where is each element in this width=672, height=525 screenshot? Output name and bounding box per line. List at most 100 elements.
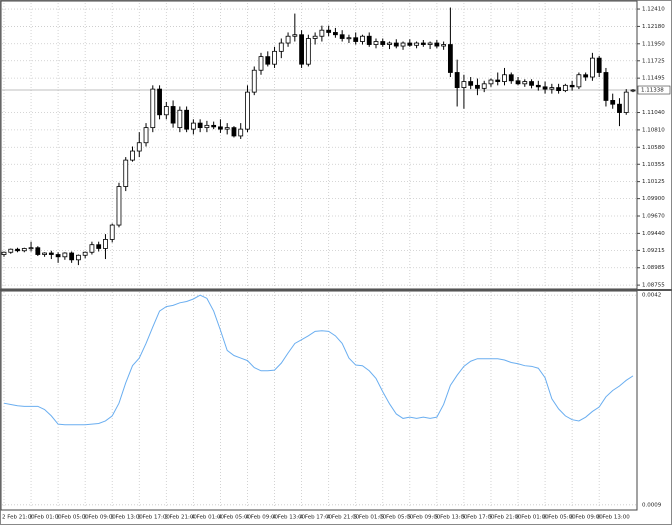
x-tick-label: 5 Feb 17:00 [462,515,495,521]
candle-body [272,50,277,65]
candle-body [163,106,169,116]
x-tick-label: 5 Feb 05:00 [381,515,414,521]
x-tick-label: 3 Feb 13:00 [110,515,143,521]
x-tick-label: 3 Feb 21:00 [164,515,197,521]
candle-body [407,42,413,46]
candle-body [333,32,338,36]
candle-body [285,35,291,44]
candle-body [380,41,386,45]
x-tick-label: 4 Feb 09:00 [245,515,278,521]
candle-body [312,35,318,39]
candle-body [75,254,81,261]
x-tick-label: 4 Feb 05:00 [218,515,251,521]
x-tick-label: 5 Feb 21:00 [489,515,522,521]
candle-body [211,124,217,128]
candle-body [366,35,372,45]
x-tick-label: 3 Feb 01:00 [29,515,62,521]
candle-body [136,142,142,152]
candle-body [326,29,332,33]
candle-body [549,87,555,90]
candle-body [495,79,501,82]
candle-body [353,37,359,42]
candle-body [190,122,196,130]
x-tick-label: 3 Feb 05:00 [56,515,89,521]
candle-body [590,57,595,78]
y-tick-label: 1.10355 [642,162,665,168]
candle-body [170,106,176,124]
candle-body [481,83,487,89]
candle-body [265,56,271,65]
candle-body [617,103,622,113]
candle-body [42,252,47,255]
y-tick-label: 0.0009 [642,502,662,508]
y-tick-label: 1.10125 [642,179,665,185]
candle-body [529,81,534,86]
candle-body [292,34,298,37]
y-tick-label: 1.10580 [642,145,665,151]
candle-body [48,252,54,255]
candle-body [562,84,568,92]
candle-body [508,74,514,82]
x-tick-label: 5 Feb 09:00 [408,515,441,521]
candle-body [96,244,102,249]
candle-body [109,224,115,240]
x-tick-label: 4 Feb 13:00 [273,515,306,521]
candle-body [596,57,602,73]
candle-body [184,109,190,130]
candle-body [204,124,210,129]
y-tick-label: 1.08985 [642,265,665,271]
candle-body [224,127,230,130]
x-tick-label: 3 Feb 09:00 [83,515,116,521]
candle-body [89,244,95,253]
y-tick-label: 1.09900 [642,196,665,202]
y-tick-label: 1.11495 [642,76,665,82]
candle-body [535,84,541,88]
candle-body [319,29,325,37]
x-tick-label: 8 Feb 09:00 [570,515,603,521]
x-tick-label: 4 Feb 01:00 [191,515,224,521]
candle-body [278,42,284,52]
candle-body [461,81,467,88]
candle-body [69,252,75,261]
x-tick-label: 3 Feb 17:00 [137,515,170,521]
candle-body [441,44,447,47]
y-tick-label: 0.0042 [642,293,661,299]
candle-body [143,127,149,144]
candle-body [475,84,480,89]
y-tick-label: 1.10810 [642,127,665,133]
candle-body [434,42,440,47]
y-tick-label: 1.09440 [642,231,665,237]
candle-body [468,81,474,86]
y-tick-label: 1.08755 [642,283,665,289]
y-tick-label: 1.11725 [642,58,665,64]
candle-body [603,72,609,101]
candle-body [231,127,237,137]
candle-body [488,79,494,85]
x-tick-label: 4 Feb 17:00 [300,515,333,521]
candle-body [299,34,304,65]
candle-body [123,159,129,187]
candle-body [400,42,406,47]
candle-body [360,35,365,42]
candle-body [21,248,27,252]
candle-body [515,80,521,85]
candle-body [373,41,379,45]
y-tick-label: 1.12180 [642,24,665,30]
candle-body [130,150,135,161]
candle-body [245,91,250,130]
y-tick-label: 1.09215 [642,248,665,254]
candle-body [35,247,41,255]
candle-body [522,81,528,85]
candle-body [414,42,419,46]
candle-body [387,42,392,45]
candle-body [583,74,589,78]
y-tick-label: 1.12410 [642,7,665,13]
candle-body [258,56,264,71]
candle-body [346,37,352,40]
candle-body [55,254,61,258]
candle-body [157,88,162,116]
x-tick-label: 4 Feb 21:00 [327,515,360,521]
x-tick-label: 8 Feb 01:00 [516,515,549,521]
candle-body [15,248,20,252]
